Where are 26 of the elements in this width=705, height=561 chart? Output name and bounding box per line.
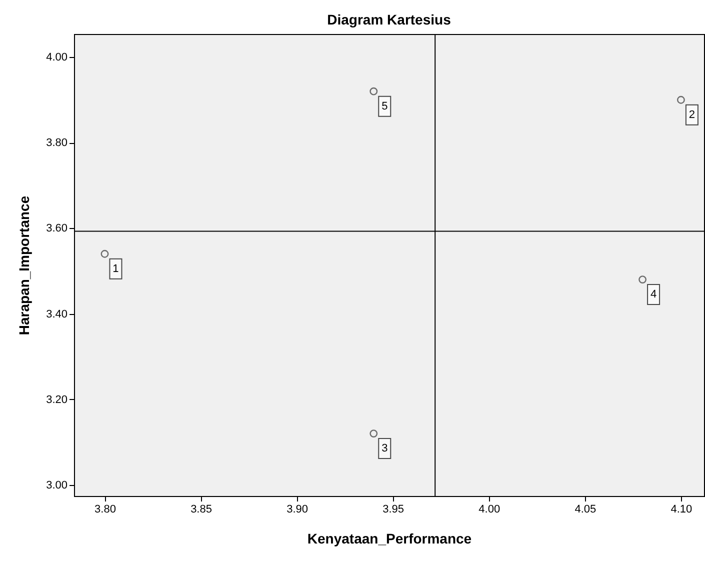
y-tick-label: 4.00 (46, 52, 68, 64)
annotation: 1 (112, 262, 119, 275)
x-tick-label: 3.90 (286, 504, 308, 516)
y-tick-label: 3.60 (46, 222, 68, 235)
annotation: 3 (382, 442, 388, 455)
annotation: 4 (650, 288, 657, 301)
x-tick-label: 3.80 (94, 504, 116, 516)
annotation: 5 (382, 100, 388, 112)
x-tick-label: 3.95 (382, 504, 404, 516)
chart-title: Diagram Kartesius (327, 12, 452, 28)
x-tick-label: 4.05 (574, 504, 596, 516)
x-tick-label: 4.00 (478, 504, 500, 516)
y-tick-label: 3.20 (46, 394, 68, 406)
y-axis-title: Harapan_Importance (16, 196, 32, 336)
y-tick-label: 3.80 (46, 137, 68, 150)
x-tick-label: 4.10 (670, 504, 692, 516)
point (100, 250, 109, 258)
point (676, 96, 685, 104)
point (370, 87, 378, 96)
annotation: 2 (688, 108, 696, 121)
point (370, 430, 378, 438)
y-tick-label: 3.00 (46, 479, 68, 492)
x-axis-title: Kenyataan_Performance (307, 530, 472, 546)
y-tick-label: 3.40 (46, 308, 68, 320)
point (638, 276, 646, 284)
x-tick-label: 3.85 (190, 504, 212, 516)
